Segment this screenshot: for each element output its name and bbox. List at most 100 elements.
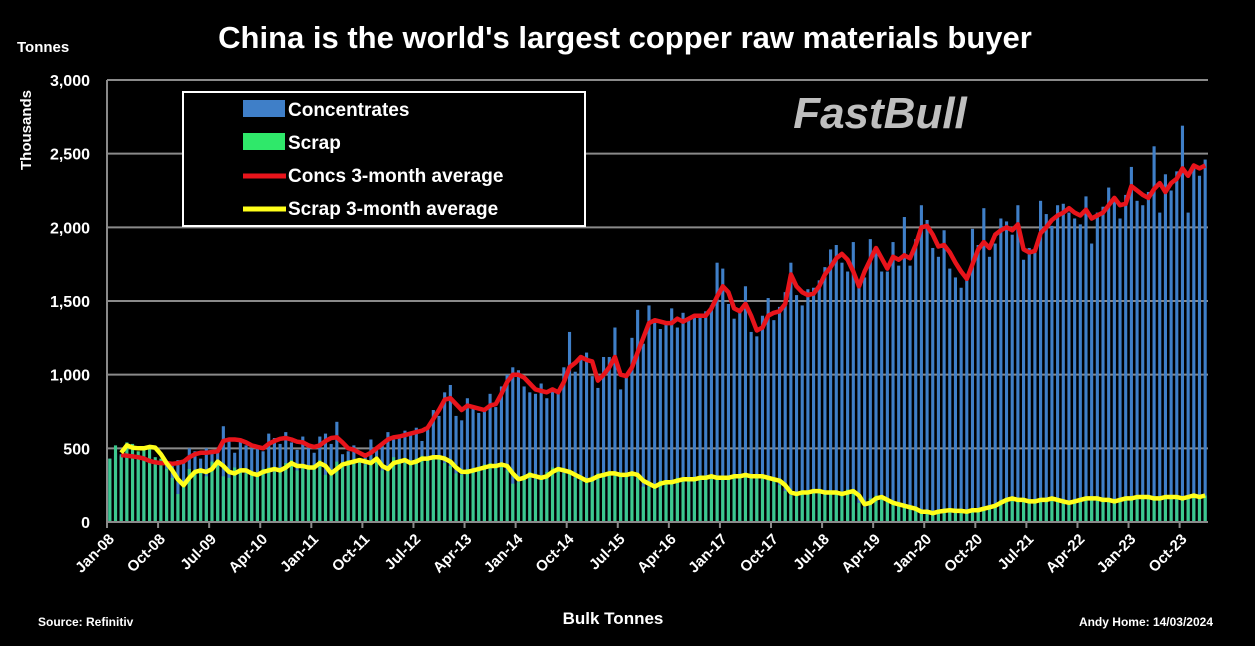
scrap-bar xyxy=(851,492,855,522)
scrap-bar xyxy=(590,476,594,522)
scrap-bar xyxy=(709,474,713,522)
scrap-bar xyxy=(1180,498,1185,522)
average-lines xyxy=(119,163,1207,516)
scrap-bar xyxy=(777,485,782,522)
concentrates-bar xyxy=(965,274,969,522)
scrap-bar xyxy=(1050,498,1054,522)
scrap-bar xyxy=(448,466,452,522)
scrap-bar xyxy=(999,499,1003,522)
scrap-bar xyxy=(619,476,623,522)
scrap-bar xyxy=(902,505,906,522)
scrap-bar xyxy=(658,480,662,522)
scrap-bar xyxy=(187,468,191,522)
axes xyxy=(106,80,1208,528)
concentrates-bar xyxy=(1101,206,1105,522)
concentrates-bar xyxy=(704,311,708,522)
scrap-bar xyxy=(687,480,691,522)
scrap-bar xyxy=(113,445,118,522)
concentrates-bar xyxy=(1044,214,1048,522)
concentrates-bar xyxy=(851,242,855,523)
concentrates-bar xyxy=(607,356,611,522)
concentrates-bar xyxy=(863,277,867,522)
concentrates-bar xyxy=(1175,171,1179,522)
scrap-bar xyxy=(1175,498,1179,522)
scrap-bar xyxy=(465,468,469,522)
concentrates-bar xyxy=(1192,163,1196,523)
scrap-bar xyxy=(284,463,288,522)
scrap-bar xyxy=(216,460,220,522)
scrap-bar xyxy=(965,511,969,522)
scrap-bar xyxy=(987,505,992,522)
concentrates-bar xyxy=(613,327,617,522)
concentrates-bar xyxy=(1158,212,1162,522)
concentrates-bar xyxy=(982,208,986,522)
scrap-bar xyxy=(130,443,135,522)
scrap-bar xyxy=(250,474,254,522)
scrap-bar xyxy=(829,491,833,522)
scrap-bar xyxy=(959,510,963,522)
scrap-bar xyxy=(392,457,396,522)
concentrates-bar xyxy=(1124,194,1128,523)
concentrates-bar xyxy=(1129,166,1133,522)
concentrates-bar xyxy=(1203,159,1207,522)
scrap-bar xyxy=(153,457,157,522)
scrap-bar xyxy=(1129,498,1133,522)
concentrates-bar xyxy=(959,287,963,522)
scrap-bar xyxy=(641,486,645,522)
scrap-bar xyxy=(204,476,208,522)
scrap-bar xyxy=(533,479,538,522)
concentrates-bar xyxy=(516,370,521,522)
scrap-bar xyxy=(1141,496,1145,522)
concentrates-bar xyxy=(857,281,861,522)
concentrates-bar xyxy=(948,268,952,522)
concentrates-bar xyxy=(176,460,180,522)
concentrates-bar xyxy=(556,392,560,522)
scrap-bar xyxy=(698,476,702,522)
scrap-bar xyxy=(272,471,276,522)
concentrates-bar xyxy=(1027,247,1031,522)
concentrates-bar xyxy=(1180,125,1185,522)
concentrates-bar xyxy=(800,305,804,522)
concentrates-bar xyxy=(602,356,606,522)
scrap-bar xyxy=(1203,495,1207,522)
scrap-bar xyxy=(460,474,464,522)
scrap-bar xyxy=(704,477,708,522)
concentrates-bar xyxy=(511,367,515,522)
scrap-bar xyxy=(233,467,237,522)
scrap-bar xyxy=(1016,501,1020,522)
scrap-bar xyxy=(1192,494,1196,522)
scrap-bar xyxy=(942,510,946,522)
scrap-bar xyxy=(840,495,844,522)
concentrates-bar xyxy=(749,331,753,522)
concentrates-bar xyxy=(1004,221,1009,522)
scrap-bar xyxy=(289,460,294,522)
scrap-bar xyxy=(142,448,146,522)
scrap-bar xyxy=(550,467,555,522)
concentrates-bar xyxy=(908,265,912,522)
concentrates-bar xyxy=(925,219,929,522)
scrap-bar xyxy=(880,496,884,522)
scrap-bar xyxy=(159,458,163,522)
scrap-bar xyxy=(670,483,674,522)
scrap-bar xyxy=(794,494,799,522)
scrap-bar xyxy=(1124,498,1128,522)
scrap-bar xyxy=(471,468,475,522)
legend-label-concs-avg: Concs 3-month average xyxy=(288,166,503,187)
concentrates-bar xyxy=(777,306,782,522)
concentrates-bar xyxy=(953,277,958,522)
scrap-bar xyxy=(789,495,793,522)
scrap-bar xyxy=(664,480,668,522)
concentrates-bar xyxy=(1141,205,1145,522)
concentrates-bar xyxy=(471,407,475,522)
scrap-bar xyxy=(182,485,186,522)
y-unit-label: Tonnes xyxy=(17,39,69,56)
scrap-bar xyxy=(545,471,549,522)
scrap-bar xyxy=(255,473,259,522)
concentrates-bar xyxy=(1073,218,1077,522)
concentrates-bar xyxy=(919,205,923,522)
concentrates-bar xyxy=(1039,200,1043,522)
scrap-bar xyxy=(812,489,816,522)
concentrates-bar xyxy=(1095,212,1099,522)
scrap-bar xyxy=(528,471,532,522)
concentrates-bar xyxy=(721,268,725,522)
